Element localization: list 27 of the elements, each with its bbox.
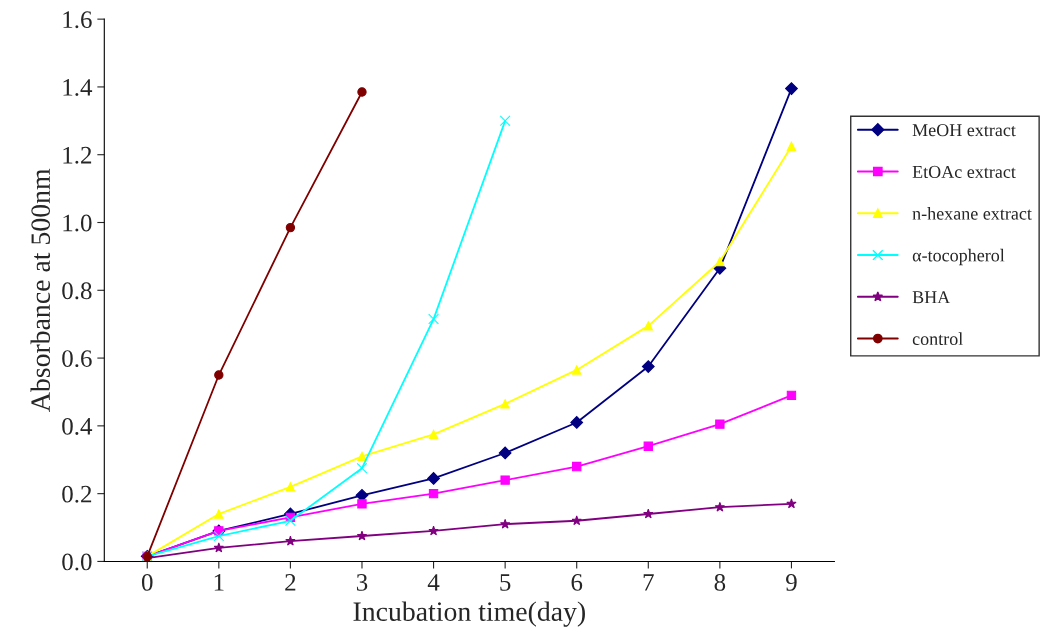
x-tick-label: 8 <box>714 573 726 591</box>
y-tick-label: 0.2 <box>62 485 92 503</box>
x-axis-title: Incubation time(day) <box>353 601 585 627</box>
x-tick-label: 2 <box>285 574 296 591</box>
legend-label: n-hexane extract <box>912 207 1032 220</box>
x-tick-label: 7 <box>643 574 654 591</box>
legend-label: control <box>912 332 963 346</box>
y-tick-label: 1.2 <box>63 146 92 164</box>
x-tick-label: 3 <box>356 574 368 591</box>
x-tick-label: 6 <box>571 574 583 591</box>
legend-label: BHA <box>912 291 951 304</box>
y-tick-label: 0.4 <box>62 417 93 435</box>
y-tick-label: 1.4 <box>63 79 93 96</box>
legend-label: MeOH extract <box>912 124 1016 137</box>
x-tick-label: 9 <box>786 574 797 591</box>
x-tick-label: 0 <box>141 573 153 591</box>
y-tick-label: 0.6 <box>62 350 92 368</box>
y-tick-label: 0.0 <box>62 553 92 571</box>
y-tick-label: 1.0 <box>63 214 92 232</box>
y-tick-label: 1.6 <box>63 11 92 29</box>
legend-label: α-tocopherol <box>912 248 1005 266</box>
x-tick-label: 4 <box>427 574 440 591</box>
y-axis-title: Absorbance at 500nm <box>30 168 51 412</box>
legend-label: EtOAc extract <box>912 165 1016 178</box>
y-tick-label: 0.8 <box>62 282 92 300</box>
x-tick-label: 1 <box>214 574 224 591</box>
x-tick-label: 5 <box>500 574 511 591</box>
